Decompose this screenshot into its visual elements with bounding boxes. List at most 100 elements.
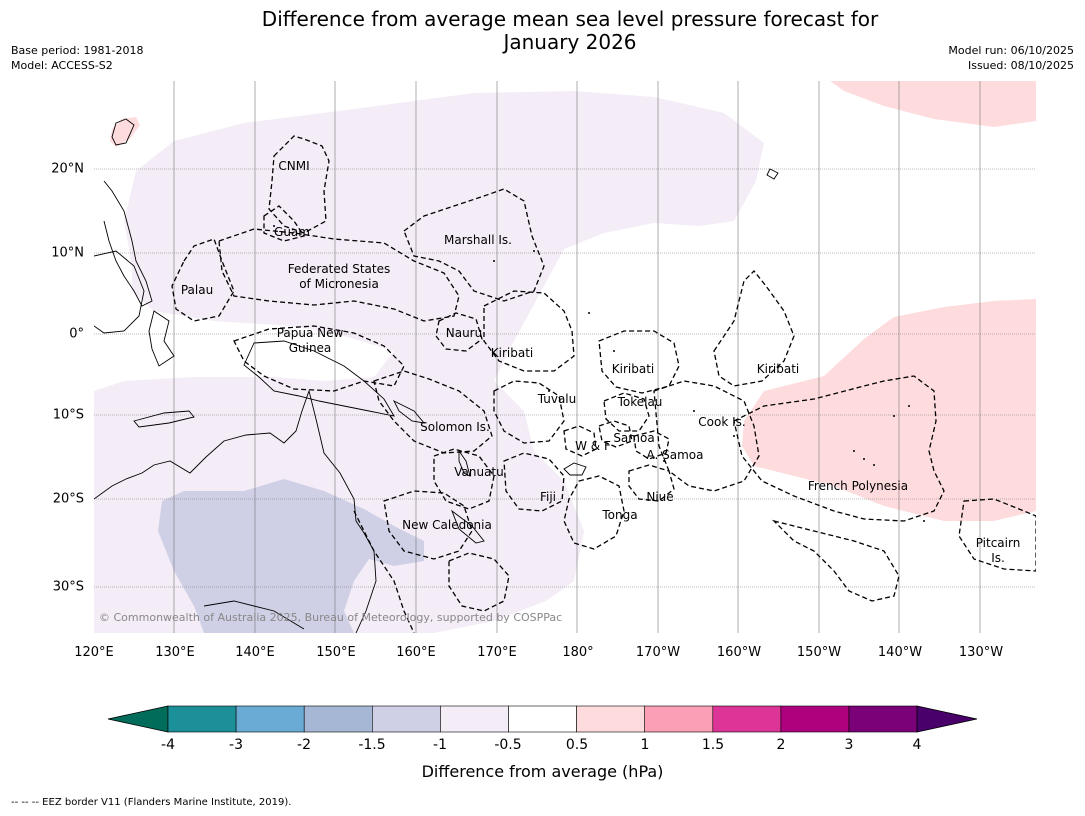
colorbar-segment: [848, 705, 918, 733]
lon-label: 150°E: [316, 645, 356, 660]
eez-fiji: [503, 452, 565, 512]
eez-australia-east: [353, 510, 415, 633]
base-period: Base period: 1981-2018: [11, 44, 144, 57]
new-guinea-coast: [243, 340, 395, 417]
meta-right: Model run: 06/10/2025 Issued: 08/10/2025: [948, 43, 1074, 73]
label-new-caledonia: New Caledonia: [402, 518, 492, 532]
colorbar-tick: 1: [640, 737, 650, 753]
colorbar-segment: [780, 705, 850, 733]
lon-label: 170°E: [477, 645, 517, 660]
eez-pitcairn: [958, 498, 1036, 572]
sulawesi-coast: [148, 310, 175, 367]
colorbar-tick: -3: [229, 737, 243, 753]
eez-legend-footer: -- -- -- EEZ border V11 (Flanders Marine…: [11, 797, 292, 808]
eez-cnmi: [268, 135, 330, 234]
eez-niue: [628, 464, 675, 502]
label-niue: Niue: [646, 490, 673, 504]
title-line-2: January 2026: [503, 30, 637, 54]
lon-label: 160°E: [396, 645, 436, 660]
meta-left: Base period: 1981-2018 Model: ACCESS-S2: [11, 43, 143, 73]
label-png-line2: Guinea: [289, 341, 332, 355]
label-kiribati-central: Kiribati: [612, 362, 654, 376]
eez-american-samoa: [633, 430, 670, 460]
lon-label: 140°W: [877, 645, 923, 660]
colorbar-segment: [644, 705, 714, 733]
label-marshall: Marshall Is.: [444, 233, 512, 247]
label-kiribati-east: Kiribati: [757, 362, 799, 376]
eez-fsm: [218, 228, 460, 322]
colorbar-tick: -2: [297, 737, 311, 753]
australia-coast: [94, 389, 377, 633]
label-guam: Guam: [274, 225, 310, 239]
colorbar-tick: 1.5: [701, 737, 725, 753]
eez-png: [233, 325, 405, 392]
label-cnmi: CNMI: [278, 159, 309, 173]
lon-label: 130°E: [155, 645, 195, 660]
colorbar-tick: 2: [776, 737, 786, 753]
eez-new-caledonia: [383, 490, 473, 560]
colorbar-over-arrow: [916, 705, 978, 733]
label-fsm-line2: of Micronesia: [299, 277, 379, 291]
lon-label: 120°E: [74, 645, 114, 660]
label-tonga: Tonga: [601, 508, 637, 522]
colorbar-tick: -4: [161, 737, 175, 753]
label-fsm-line1: Federated States: [288, 262, 390, 276]
colorbar-tick: 4: [912, 737, 922, 753]
lon-label: 140°E: [235, 645, 275, 660]
lon-label: 130°W: [958, 645, 1004, 660]
lon-label: 180°: [562, 645, 594, 660]
islands: [273, 225, 925, 522]
label-wallis-futuna: W & F: [575, 439, 611, 453]
label-samoa: Samoa: [613, 431, 654, 445]
eez-french-polynesia: [733, 375, 945, 522]
pressure-anomaly-map: CNMI Guam Marshall Is. Federated States …: [94, 81, 1036, 633]
title-line-1: Difference from average mean sea level p…: [261, 7, 879, 31]
borneo-coast: [94, 250, 145, 334]
colorbar-tick: -1.5: [358, 737, 386, 753]
label-french-polynesia: French Polynesia: [808, 479, 908, 493]
colorbar-segment: [508, 705, 577, 733]
eez-norfolk: [448, 552, 510, 612]
model-run: Model run: 06/10/2025: [948, 44, 1074, 57]
anomaly-region-lavender: [158, 479, 424, 633]
region-labels: CNMI Guam Marshall Is. Federated States …: [181, 159, 1020, 565]
label-vanuatu: Vanuatu: [454, 465, 504, 479]
anomaly-region-pink-north: [830, 81, 1036, 127]
colorbar-segment: [576, 705, 646, 733]
eez-solomon: [373, 370, 493, 454]
label-pitcairn-line1: Pitcairn: [976, 536, 1021, 550]
eez-tuvalu: [493, 380, 565, 444]
eez-palau: [171, 238, 235, 322]
hawaii-coast: [766, 168, 779, 180]
solomon-coast: [392, 399, 426, 424]
colorbar-segments: [167, 705, 918, 733]
lon-label: 160°W: [716, 645, 762, 660]
label-solomon: Solomon Is.: [420, 420, 490, 434]
chart-title: Difference from average mean sea level p…: [0, 8, 1085, 54]
eez-kiribati-west: [483, 290, 575, 372]
anomaly-region-pink-taiwan: [110, 117, 140, 147]
coastlines: [94, 118, 779, 633]
eez-kiribati-central: [598, 330, 680, 394]
colorbar-tick: -1: [433, 737, 447, 753]
lat-label: 0°: [69, 326, 84, 342]
colorbar-segment: [167, 705, 237, 733]
lat-label: 20°S: [52, 491, 84, 507]
taiwan-coast: [111, 118, 135, 146]
colorbar-tick: 0.5: [565, 737, 589, 753]
eez-south-boundary: [771, 519, 900, 602]
colorbar-segment: [303, 705, 373, 733]
label-cook: Cook Is.: [698, 415, 745, 429]
new-caledonia-coast: [451, 509, 485, 544]
eez-wallis-futuna: [563, 425, 597, 457]
eez-guam: [263, 205, 306, 242]
eez-vanuatu: [433, 448, 495, 510]
eez-borders: [171, 135, 1036, 633]
fiji-coast: [563, 462, 587, 476]
label-tuvalu: Tuvalu: [537, 392, 577, 406]
lat-label: 30°S: [52, 579, 84, 595]
label-kiribati-west: Kiribati: [491, 346, 533, 360]
eez-nauru: [435, 312, 483, 352]
timor-coast: [133, 410, 195, 428]
copyright-notice: © Commonwealth of Australia 2025, Bureau…: [99, 611, 562, 624]
